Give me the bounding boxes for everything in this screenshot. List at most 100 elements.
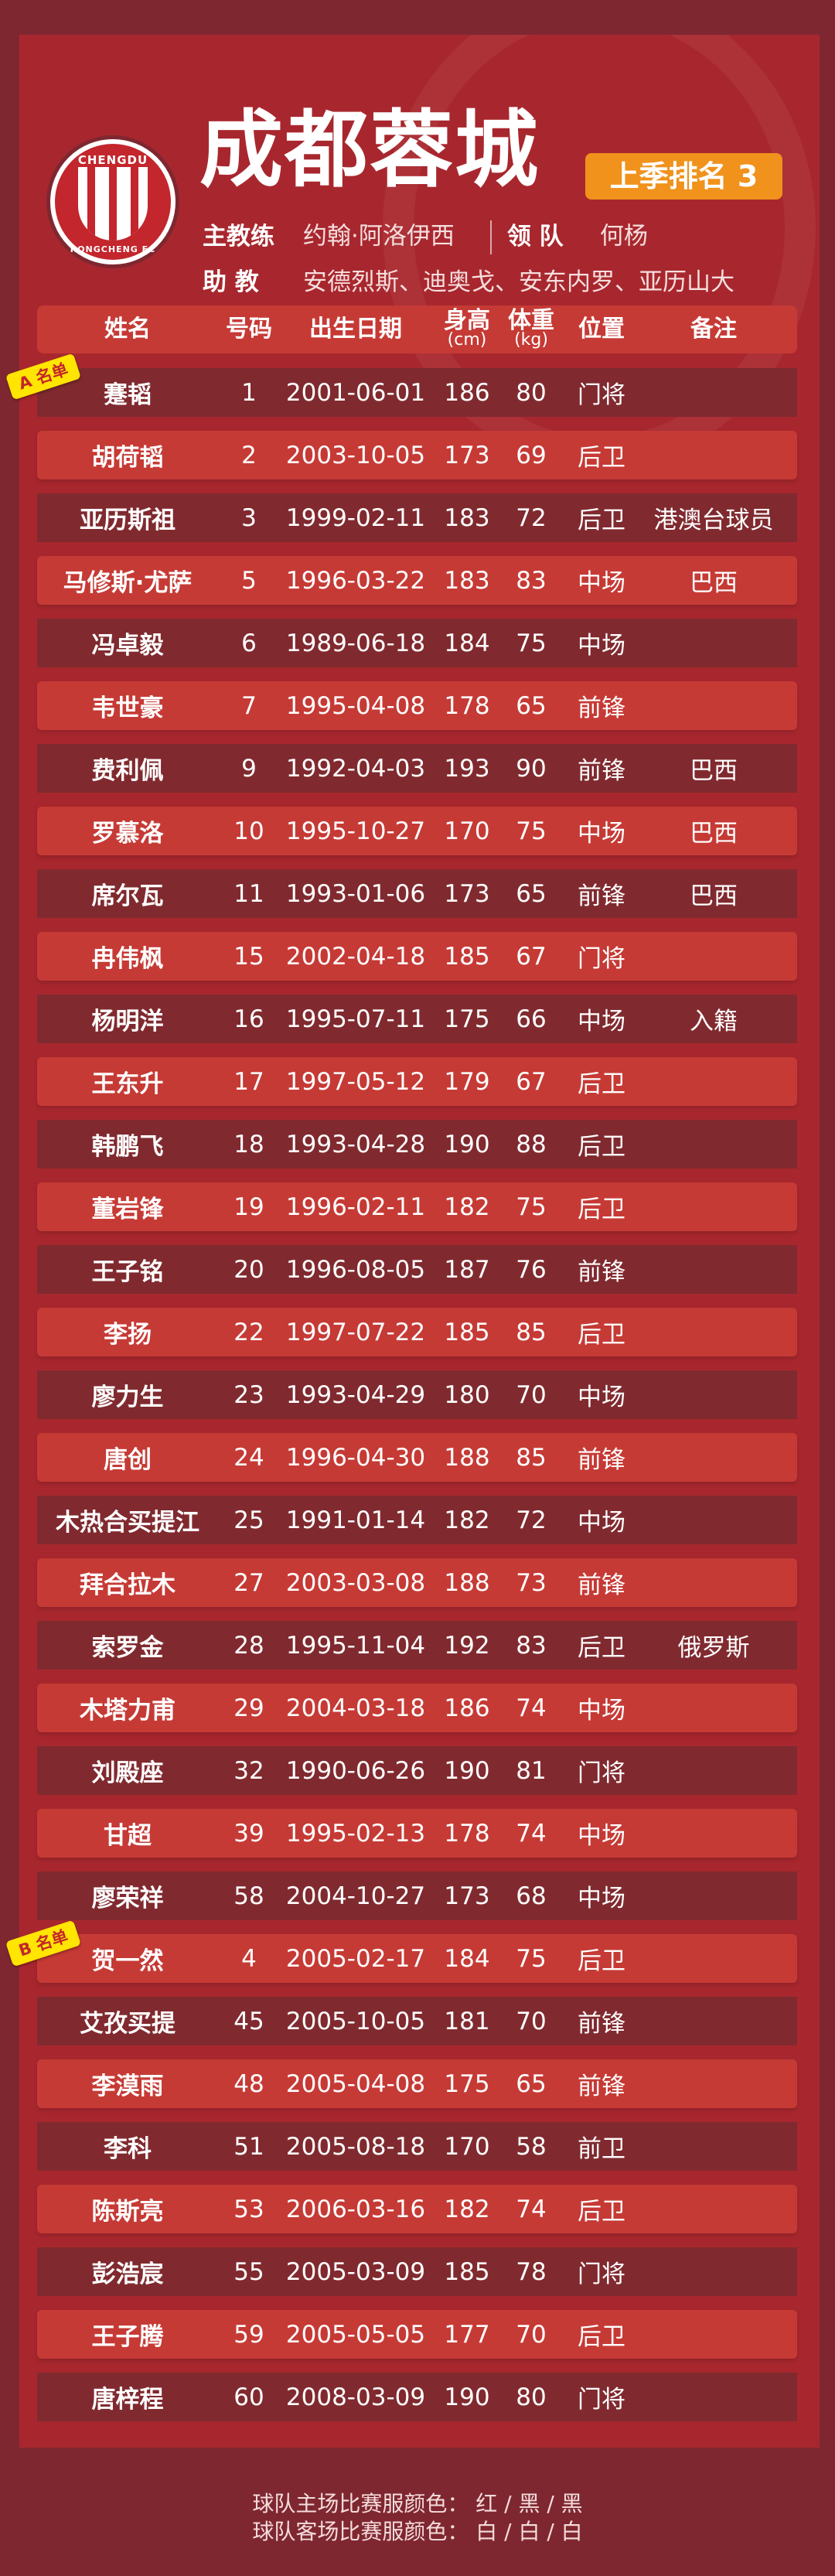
position: 前锋 bbox=[578, 2073, 625, 2100]
player-number: 29 bbox=[233, 1694, 264, 1722]
weight: 75 bbox=[516, 817, 547, 845]
height: 187 bbox=[444, 1255, 490, 1284]
birth-date: 2005-02-17 bbox=[285, 1944, 426, 1973]
height: 193 bbox=[444, 754, 490, 783]
weight: 69 bbox=[516, 441, 547, 469]
birth-date: 2004-10-27 bbox=[285, 1882, 426, 1910]
player-number: 55 bbox=[233, 2257, 264, 2286]
weight: 83 bbox=[516, 1631, 547, 1660]
table-row: 李漠雨 48 2005-04-08 175 65 前锋 bbox=[37, 2059, 797, 2108]
height: 173 bbox=[444, 441, 490, 469]
player-name: 李科 bbox=[104, 2135, 152, 2163]
table-row: 彭浩宸 55 2005-03-09 185 78 门将 bbox=[37, 2247, 797, 2296]
weight: 65 bbox=[516, 691, 547, 720]
player-number: 22 bbox=[233, 1318, 264, 1346]
player-number: 45 bbox=[233, 2007, 264, 2035]
head-coach: 约翰·阿洛伊西 bbox=[303, 222, 455, 251]
height: 185 bbox=[444, 2257, 490, 2286]
col-number: 号码 bbox=[226, 316, 272, 343]
weight: 74 bbox=[516, 2195, 547, 2223]
leader-label: 领 队 bbox=[506, 222, 564, 251]
table-row: 艾孜买提 45 2005-10-05 181 70 前锋 bbox=[37, 1997, 797, 2045]
birth-date: 1992-04-03 bbox=[285, 754, 426, 783]
height: 190 bbox=[444, 2383, 490, 2411]
weight: 73 bbox=[516, 1568, 547, 1597]
birth-date: 1995-11-04 bbox=[285, 1631, 426, 1660]
weight: 68 bbox=[516, 1882, 547, 1910]
birth-date: 2001-06-01 bbox=[285, 378, 426, 407]
player-number: 9 bbox=[241, 754, 257, 783]
position: 后卫 bbox=[578, 1070, 625, 1098]
position: 中场 bbox=[578, 632, 625, 660]
height: 180 bbox=[444, 1380, 490, 1409]
position: 中场 bbox=[578, 1697, 625, 1725]
weight: 83 bbox=[516, 566, 547, 595]
position: 后卫 bbox=[578, 2323, 625, 2351]
height: 184 bbox=[444, 629, 490, 657]
birth-date: 1995-04-08 bbox=[285, 691, 426, 720]
col-weight: 体重 (kg) bbox=[508, 305, 554, 353]
logo-text-bottom: RONGCHENG FC bbox=[70, 244, 156, 254]
col-weight-label: 体重 bbox=[508, 307, 554, 334]
remark: 巴西 bbox=[690, 569, 738, 597]
player-number: 39 bbox=[233, 1819, 264, 1848]
player-number: 27 bbox=[233, 1568, 264, 1597]
position: 中场 bbox=[578, 1509, 625, 1537]
weight: 67 bbox=[516, 1067, 547, 1096]
player-name: 韦世豪 bbox=[91, 694, 164, 722]
weight: 78 bbox=[516, 2257, 547, 2286]
table-row: 罗慕洛 10 1995-10-27 170 75 中场 巴西 bbox=[37, 807, 797, 855]
player-name: 蹇韬 bbox=[104, 381, 152, 409]
birth-date: 1993-01-06 bbox=[285, 879, 426, 908]
position: 门将 bbox=[578, 945, 625, 973]
birth-date: 1996-03-22 bbox=[285, 566, 426, 595]
player-number: 11 bbox=[233, 879, 264, 908]
table-row: 王子腾 59 2005-05-05 177 70 后卫 bbox=[37, 2310, 797, 2359]
player-name: 唐梓程 bbox=[91, 2386, 164, 2414]
rank-badge: 上季排名 3 bbox=[585, 153, 782, 200]
position: 后卫 bbox=[578, 444, 625, 472]
table-row: 冯卓毅 6 1989-06-18 184 75 中场 bbox=[37, 619, 797, 667]
height: 175 bbox=[444, 2069, 490, 2098]
weight: 80 bbox=[516, 378, 547, 407]
position: 前锋 bbox=[578, 1571, 625, 1599]
birth-date: 1995-07-11 bbox=[285, 1005, 426, 1033]
weight: 66 bbox=[516, 1005, 547, 1033]
col-height-label: 身高 bbox=[444, 307, 490, 334]
weight: 75 bbox=[516, 1944, 547, 1973]
col-height-unit: (cm) bbox=[447, 330, 487, 350]
position: 后卫 bbox=[578, 1133, 625, 1161]
birth-date: 1996-04-30 bbox=[285, 1443, 426, 1472]
player-name: 费利佩 bbox=[91, 757, 164, 785]
player-number: 3 bbox=[241, 503, 257, 532]
position: 后卫 bbox=[578, 507, 625, 534]
table-row: 杨明洋 16 1995-07-11 175 66 中场 入籍 bbox=[37, 995, 797, 1043]
weight: 72 bbox=[516, 503, 547, 532]
player-name: 艾孜买提 bbox=[80, 2010, 176, 2038]
weight: 72 bbox=[516, 1506, 547, 1534]
player-name: 王子铭 bbox=[91, 1258, 164, 1286]
height: 190 bbox=[444, 1756, 490, 1785]
player-number: 25 bbox=[233, 1506, 264, 1534]
weight: 85 bbox=[516, 1443, 547, 1472]
player-name: 王东升 bbox=[91, 1070, 164, 1098]
player-number: 6 bbox=[241, 629, 257, 657]
position: 前锋 bbox=[578, 1258, 625, 1286]
player-name: 李扬 bbox=[104, 1321, 152, 1349]
birth-date: 2005-05-05 bbox=[285, 2320, 426, 2349]
player-number: 51 bbox=[233, 2132, 264, 2161]
assistants: 安德烈斯、迪奥戈、安东内罗、亚历山大 bbox=[303, 268, 734, 296]
player-name: 冉伟枫 bbox=[91, 945, 164, 973]
height: 184 bbox=[444, 1944, 490, 1973]
table-row: 贺一然 4 2005-02-17 184 75 后卫 bbox=[37, 1934, 797, 1983]
remark: 俄罗斯 bbox=[677, 1634, 750, 1662]
height: 186 bbox=[444, 1694, 490, 1722]
player-name: 陈斯亮 bbox=[91, 2198, 164, 2226]
weight: 70 bbox=[516, 2007, 547, 2035]
table-row: 费利佩 9 1992-04-03 193 90 前锋 巴西 bbox=[37, 744, 797, 793]
height: 178 bbox=[444, 1819, 490, 1848]
remark: 港澳台球员 bbox=[653, 507, 774, 534]
weight: 85 bbox=[516, 1318, 547, 1346]
height: 173 bbox=[444, 1882, 490, 1910]
table-row: 廖力生 23 1993-04-29 180 70 中场 bbox=[37, 1370, 797, 1419]
